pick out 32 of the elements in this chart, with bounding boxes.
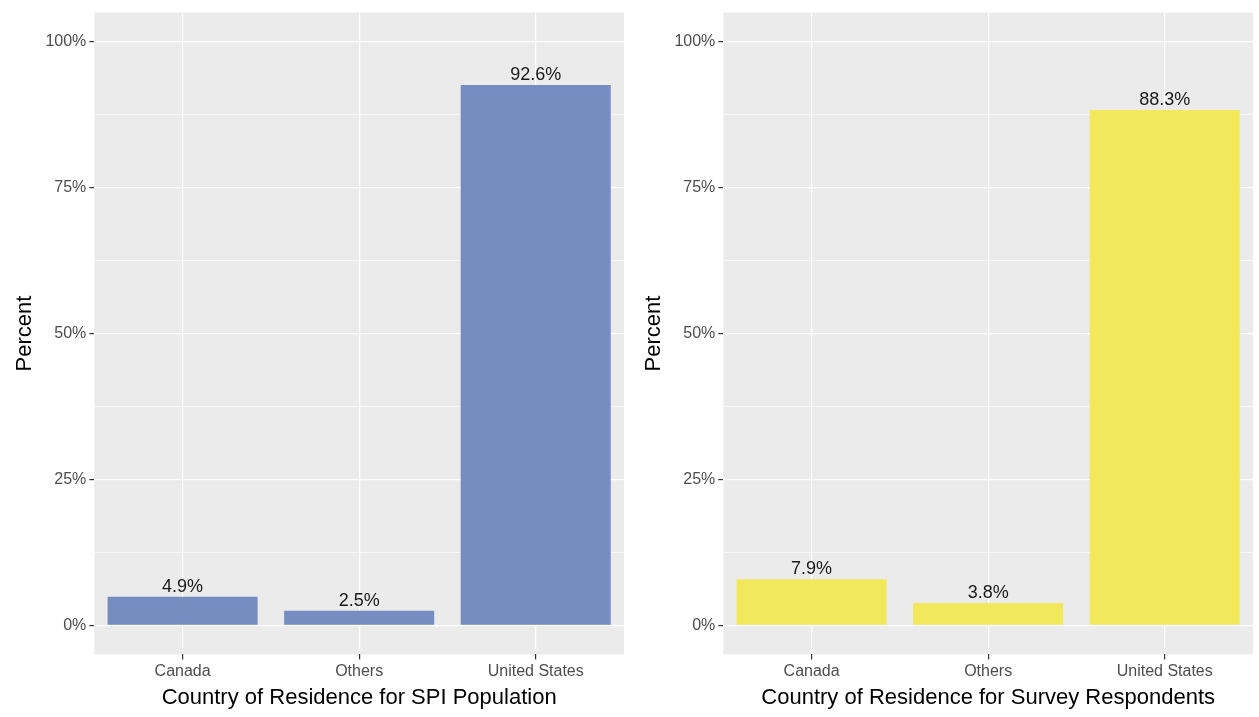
- x-tick-label: Others: [335, 662, 384, 680]
- y-tick-label: 50%: [683, 323, 716, 341]
- data-label: 2.5%: [338, 589, 380, 610]
- data-label: 7.9%: [791, 558, 833, 579]
- y-tick-label: 100%: [674, 32, 716, 50]
- bar: [736, 579, 887, 625]
- y-tick-label: 25%: [683, 469, 716, 487]
- y-tick-label: 100%: [45, 32, 87, 50]
- bar: [1089, 110, 1240, 625]
- y-tick-label: 25%: [54, 469, 87, 487]
- y-tick-label: 50%: [54, 323, 87, 341]
- x-tick-label: Others: [964, 662, 1013, 680]
- y-tick-label: 0%: [63, 615, 87, 633]
- x-tick-label: United States: [1116, 662, 1213, 680]
- data-label: 88.3%: [1139, 89, 1191, 110]
- bar: [107, 596, 258, 625]
- y-tick-label: 0%: [692, 615, 716, 633]
- bar: [284, 610, 435, 625]
- y-tick-label: 75%: [54, 178, 87, 196]
- bar: [460, 84, 611, 625]
- x-tick-label: Canada: [783, 662, 840, 680]
- y-axis-title: Percent: [640, 295, 666, 372]
- y-tick-label: 75%: [683, 178, 716, 196]
- x-tick-label: United States: [487, 662, 584, 680]
- y-axis-title: Percent: [11, 295, 37, 372]
- data-label: 92.6%: [510, 63, 562, 84]
- data-label: 3.8%: [967, 582, 1009, 603]
- x-tick-label: Canada: [154, 662, 211, 680]
- x-axis-title: Country of Residence for Survey Respondents: [761, 683, 1215, 709]
- data-label: 4.9%: [162, 575, 204, 596]
- bar: [913, 603, 1064, 625]
- x-axis-title: Country of Residence for SPI Population: [161, 683, 557, 709]
